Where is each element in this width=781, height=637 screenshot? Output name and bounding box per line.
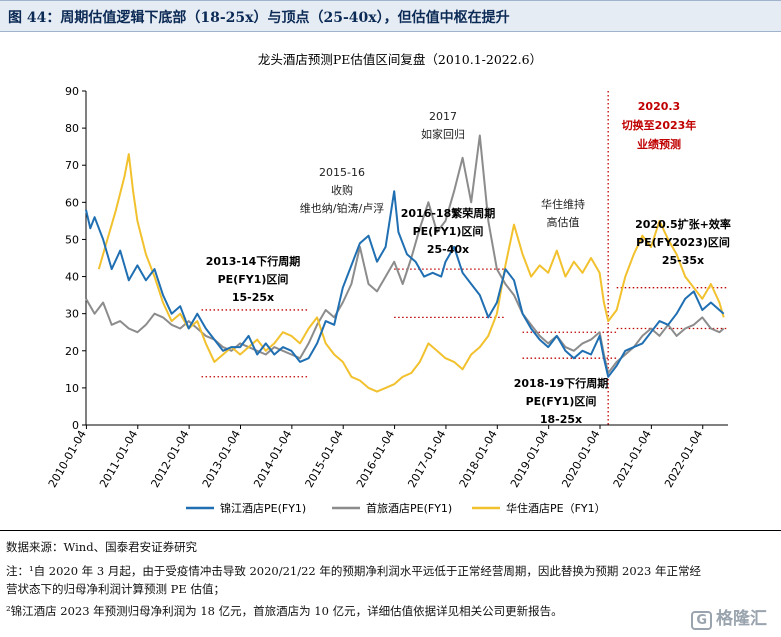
annot-2020-3-line2: 切换至2023年: [622, 118, 697, 132]
y-tick-label: 70: [65, 159, 79, 172]
x-tick-label: 2015-01-04: [303, 428, 346, 490]
annot-huazhu-line1: 华住维持: [541, 197, 585, 211]
annot-2017-line1: 2017: [429, 110, 457, 123]
x-tick-label: 2017-01-04: [405, 428, 448, 490]
x-tick-label: 2010-01-04: [46, 428, 89, 490]
x-tick-label: 2022-01-04: [662, 428, 705, 490]
y-tick-label: 30: [65, 308, 79, 321]
footnote-1-line1: 注：¹自 2020 年 3 月起，由于受疫情冲击导致 2020/21/22 年的…: [6, 564, 701, 578]
annotations: 2013-14下行周期 PE(FY1)区间 15-25x 2016-18繁荣周期…: [206, 100, 731, 426]
series-line-jinjiang: [85, 190, 725, 378]
chart-legend: 锦江酒店PE(FY1) 首旅酒店PE(FY1) 华住酒店PE（FY1）: [186, 501, 606, 515]
annot-2017-line2: 如家回归: [421, 127, 465, 141]
x-tick-label: 2014-01-04: [251, 428, 294, 490]
figure-title: 图 44：周期估值逻辑下底部（18-25x）与顶点（25-40x），但估值中枢在…: [8, 10, 510, 26]
y-tick-label: 10: [65, 382, 79, 395]
annot-2015-line1: 2015-16: [319, 166, 365, 179]
series-lines: [85, 134, 725, 393]
annot-2020-3-line3: 业绩预测: [637, 137, 681, 151]
x-tick-label: 2011-01-04: [97, 428, 140, 490]
annot-2018-line1: 2018-19下行周期: [514, 376, 609, 390]
annot-huazhu-line2: 高估值: [547, 215, 580, 229]
footer-divider: [0, 530, 781, 531]
y-tick-label: 80: [65, 122, 79, 135]
legend-label-jinjiang: 锦江酒店PE(FY1): [220, 501, 306, 515]
annot-2018-line3: 18-25x: [540, 413, 582, 426]
legend-label-shoulv: 首旅酒店PE(FY1): [366, 501, 452, 515]
watermark: G 格隆汇: [691, 604, 767, 630]
source-note: 数据来源：Wind、国泰君安证券研究: [6, 540, 198, 554]
annot-2016-line2: PE(FY1)区间: [413, 225, 484, 238]
y-tick-label: 20: [65, 345, 79, 358]
x-tick-label: 2021-01-04: [611, 428, 654, 490]
annot-2013-line1: 2013-14下行周期: [206, 254, 301, 268]
figure-header: 图 44：周期估值逻辑下底部（18-25x）与顶点（25-40x），但估值中枢在…: [0, 0, 781, 32]
y-tick-label: 60: [65, 196, 79, 209]
x-tick-label: 2013-01-04: [200, 428, 243, 490]
footnote-2: ²锦江酒店 2023 年预测归母净利润为 18 亿元，首旅酒店为 10 亿元，详…: [6, 604, 563, 618]
legend-label-huazhu: 华住酒店PE（FY1）: [506, 501, 606, 515]
x-tick-label: 2012-01-04: [149, 428, 192, 490]
y-tick-label: 90: [65, 85, 79, 98]
x-tick-label: 2020-01-04: [559, 428, 602, 490]
annot-2020-5-line1: 2020.5扩张+效率: [635, 217, 731, 231]
y-tick-label: 50: [65, 233, 79, 246]
y-tick-label: 40: [65, 271, 79, 284]
annot-2013-line2: PE(FY1)区间: [218, 273, 289, 286]
x-tick-label: 2018-01-04: [457, 428, 500, 490]
y-tick-label: 0: [72, 419, 79, 432]
annot-2020-3-line1: 2020.3: [638, 100, 680, 113]
x-tick-label: 2019-01-04: [508, 428, 551, 490]
watermark-text: 格隆汇: [716, 609, 767, 629]
annot-2016-line3: 25-40x: [427, 243, 469, 256]
series-line-shoulv: [85, 134, 725, 374]
footnote-1-line2: 营状态下的归母净利润计算预测 PE 估值；: [6, 582, 225, 596]
watermark-logo: G: [691, 611, 712, 630]
pe-chart: 龙头酒店预测PE估值区间复盘（2010.1-2022.6） 0 10 20 30 40 5…: [46, 52, 731, 515]
annot-2016-line1: 2016-18繁荣周期: [401, 206, 496, 220]
annot-2015-line2: 收购: [331, 183, 353, 197]
annot-2015-line3: 维也纳/铂涛/卢浮: [300, 201, 384, 215]
chart-title: 龙头酒店预测PE估值区间复盘（2010.1-2022.6）: [258, 52, 542, 67]
annot-2013-line3: 15-25x: [232, 291, 274, 304]
annot-2018-line2: PE(FY1)区间: [526, 395, 597, 408]
series-line-huazhu: [97, 153, 725, 393]
annot-2020-5-line2: PE(FY2023)区间: [636, 236, 730, 249]
x-tick-label: 2016-01-04: [354, 428, 397, 490]
annot-2020-5-line3: 25-35x: [662, 254, 704, 267]
